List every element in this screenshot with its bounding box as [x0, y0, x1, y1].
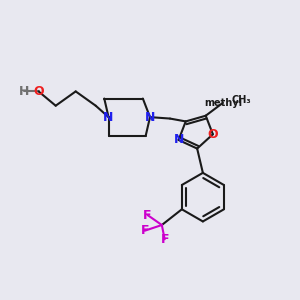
Text: H: H [19, 85, 29, 98]
Text: N: N [103, 111, 114, 124]
Text: O: O [33, 85, 44, 98]
Text: O: O [208, 128, 218, 141]
Text: F: F [143, 208, 152, 221]
Text: methyl: methyl [204, 98, 242, 108]
Text: F: F [160, 233, 169, 246]
Text: F: F [140, 224, 149, 237]
Text: N: N [173, 134, 184, 146]
Text: N: N [145, 111, 155, 124]
Text: CH₃: CH₃ [232, 95, 251, 105]
